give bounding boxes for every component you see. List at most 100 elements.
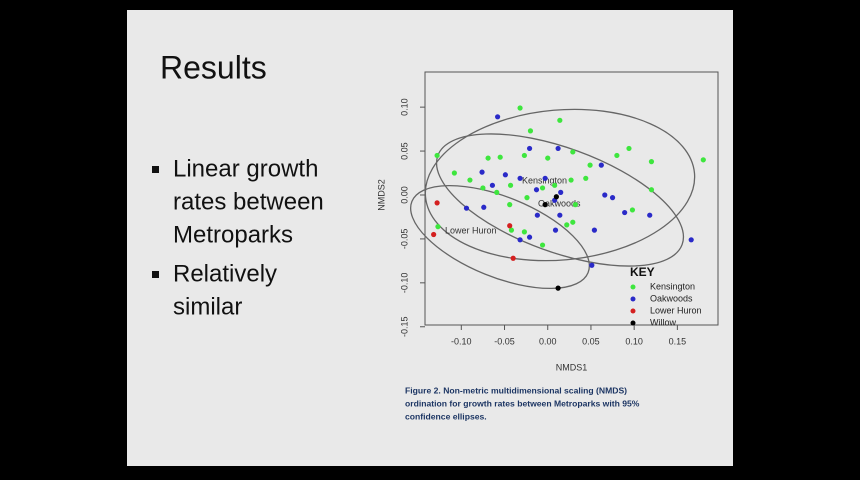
y-tick-label: -0.15 <box>399 316 409 337</box>
slide-title: Results <box>160 49 267 85</box>
point <box>507 202 513 208</box>
caption: confidence ellipses. <box>405 411 487 421</box>
point <box>570 149 576 155</box>
point <box>557 212 563 218</box>
point <box>542 175 548 181</box>
legend-swatch <box>630 296 636 302</box>
point <box>497 154 503 160</box>
point <box>609 195 616 201</box>
bullet-marker <box>152 271 159 278</box>
point <box>647 212 653 218</box>
bullet-text: Linear growth <box>173 155 318 182</box>
point <box>517 237 523 243</box>
x-tick-label: 0.10 <box>625 336 643 346</box>
point <box>521 229 527 235</box>
x-tick-label: 0.05 <box>582 336 600 346</box>
point <box>463 205 470 211</box>
point <box>502 172 508 178</box>
bullet-text: similar <box>173 293 242 320</box>
point <box>614 152 620 159</box>
legend-label: Oakwoods <box>650 293 693 303</box>
point <box>507 223 513 229</box>
point <box>431 231 437 238</box>
point <box>648 159 655 165</box>
y-tick-label: -0.10 <box>399 273 409 294</box>
point <box>481 204 487 210</box>
point <box>508 227 515 233</box>
point <box>467 177 473 183</box>
point <box>507 182 514 188</box>
bullet-marker <box>152 166 159 173</box>
legend-label: Willow <box>650 317 676 327</box>
point <box>526 145 533 152</box>
point <box>688 237 694 243</box>
point <box>555 285 561 291</box>
point <box>517 105 523 111</box>
point <box>524 195 530 201</box>
bullet-text: rates between <box>173 188 324 215</box>
point <box>526 234 533 240</box>
x-tick-label: 0.15 <box>669 336 687 346</box>
point <box>517 175 523 181</box>
annotation: Lower Huron <box>445 225 497 235</box>
caption: Figure 2. Non-metric multidimensional sc… <box>405 385 627 395</box>
bullet-text: Metroparks <box>173 221 293 248</box>
point <box>542 202 548 208</box>
point <box>434 200 440 206</box>
point <box>489 182 496 188</box>
x-tick-label: -0.05 <box>494 336 515 346</box>
y-tick-label: -0.05 <box>399 229 409 250</box>
point <box>434 152 440 159</box>
point <box>534 212 540 218</box>
y-tick-label: 0.00 <box>399 186 409 204</box>
point <box>626 145 632 152</box>
plot-frame <box>424 71 719 326</box>
legend-swatch <box>630 284 636 290</box>
point <box>435 224 441 230</box>
point <box>510 255 516 261</box>
legend-title: KEY <box>630 265 655 279</box>
point <box>485 155 491 161</box>
point <box>648 187 655 193</box>
point <box>602 192 608 198</box>
point <box>591 227 598 233</box>
point <box>622 209 628 216</box>
point <box>539 185 546 191</box>
y-tick-label: 0.05 <box>399 142 409 160</box>
point <box>558 189 564 195</box>
point <box>552 227 559 233</box>
point <box>583 175 589 181</box>
point <box>598 162 604 168</box>
y-axis-label: NMDS2 <box>376 179 386 211</box>
point <box>700 157 706 163</box>
point <box>555 145 561 152</box>
legend-swatch <box>630 308 636 314</box>
point <box>533 187 540 193</box>
point <box>479 169 485 175</box>
point <box>589 262 595 268</box>
point <box>545 155 551 161</box>
point <box>552 182 558 188</box>
caption: ordination for growth rates between Metr… <box>405 398 640 408</box>
point <box>629 207 636 213</box>
confidence-ellipse <box>424 108 696 262</box>
point <box>527 128 534 134</box>
point <box>572 202 578 208</box>
point <box>557 117 563 123</box>
point <box>521 152 527 159</box>
point <box>587 162 593 168</box>
point <box>564 222 570 228</box>
y-tick-label: 0.10 <box>399 98 409 116</box>
legend-label: Lower Huron <box>650 305 702 315</box>
x-tick-label: 0.00 <box>539 336 557 346</box>
x-axis-label: NMDS1 <box>556 362 588 372</box>
legend-swatch <box>630 320 636 326</box>
legend-label: Kensington <box>650 281 695 291</box>
point <box>553 194 559 200</box>
point <box>495 114 501 120</box>
point <box>480 185 486 191</box>
bullet-text: Relatively <box>173 260 277 287</box>
point <box>570 219 576 225</box>
